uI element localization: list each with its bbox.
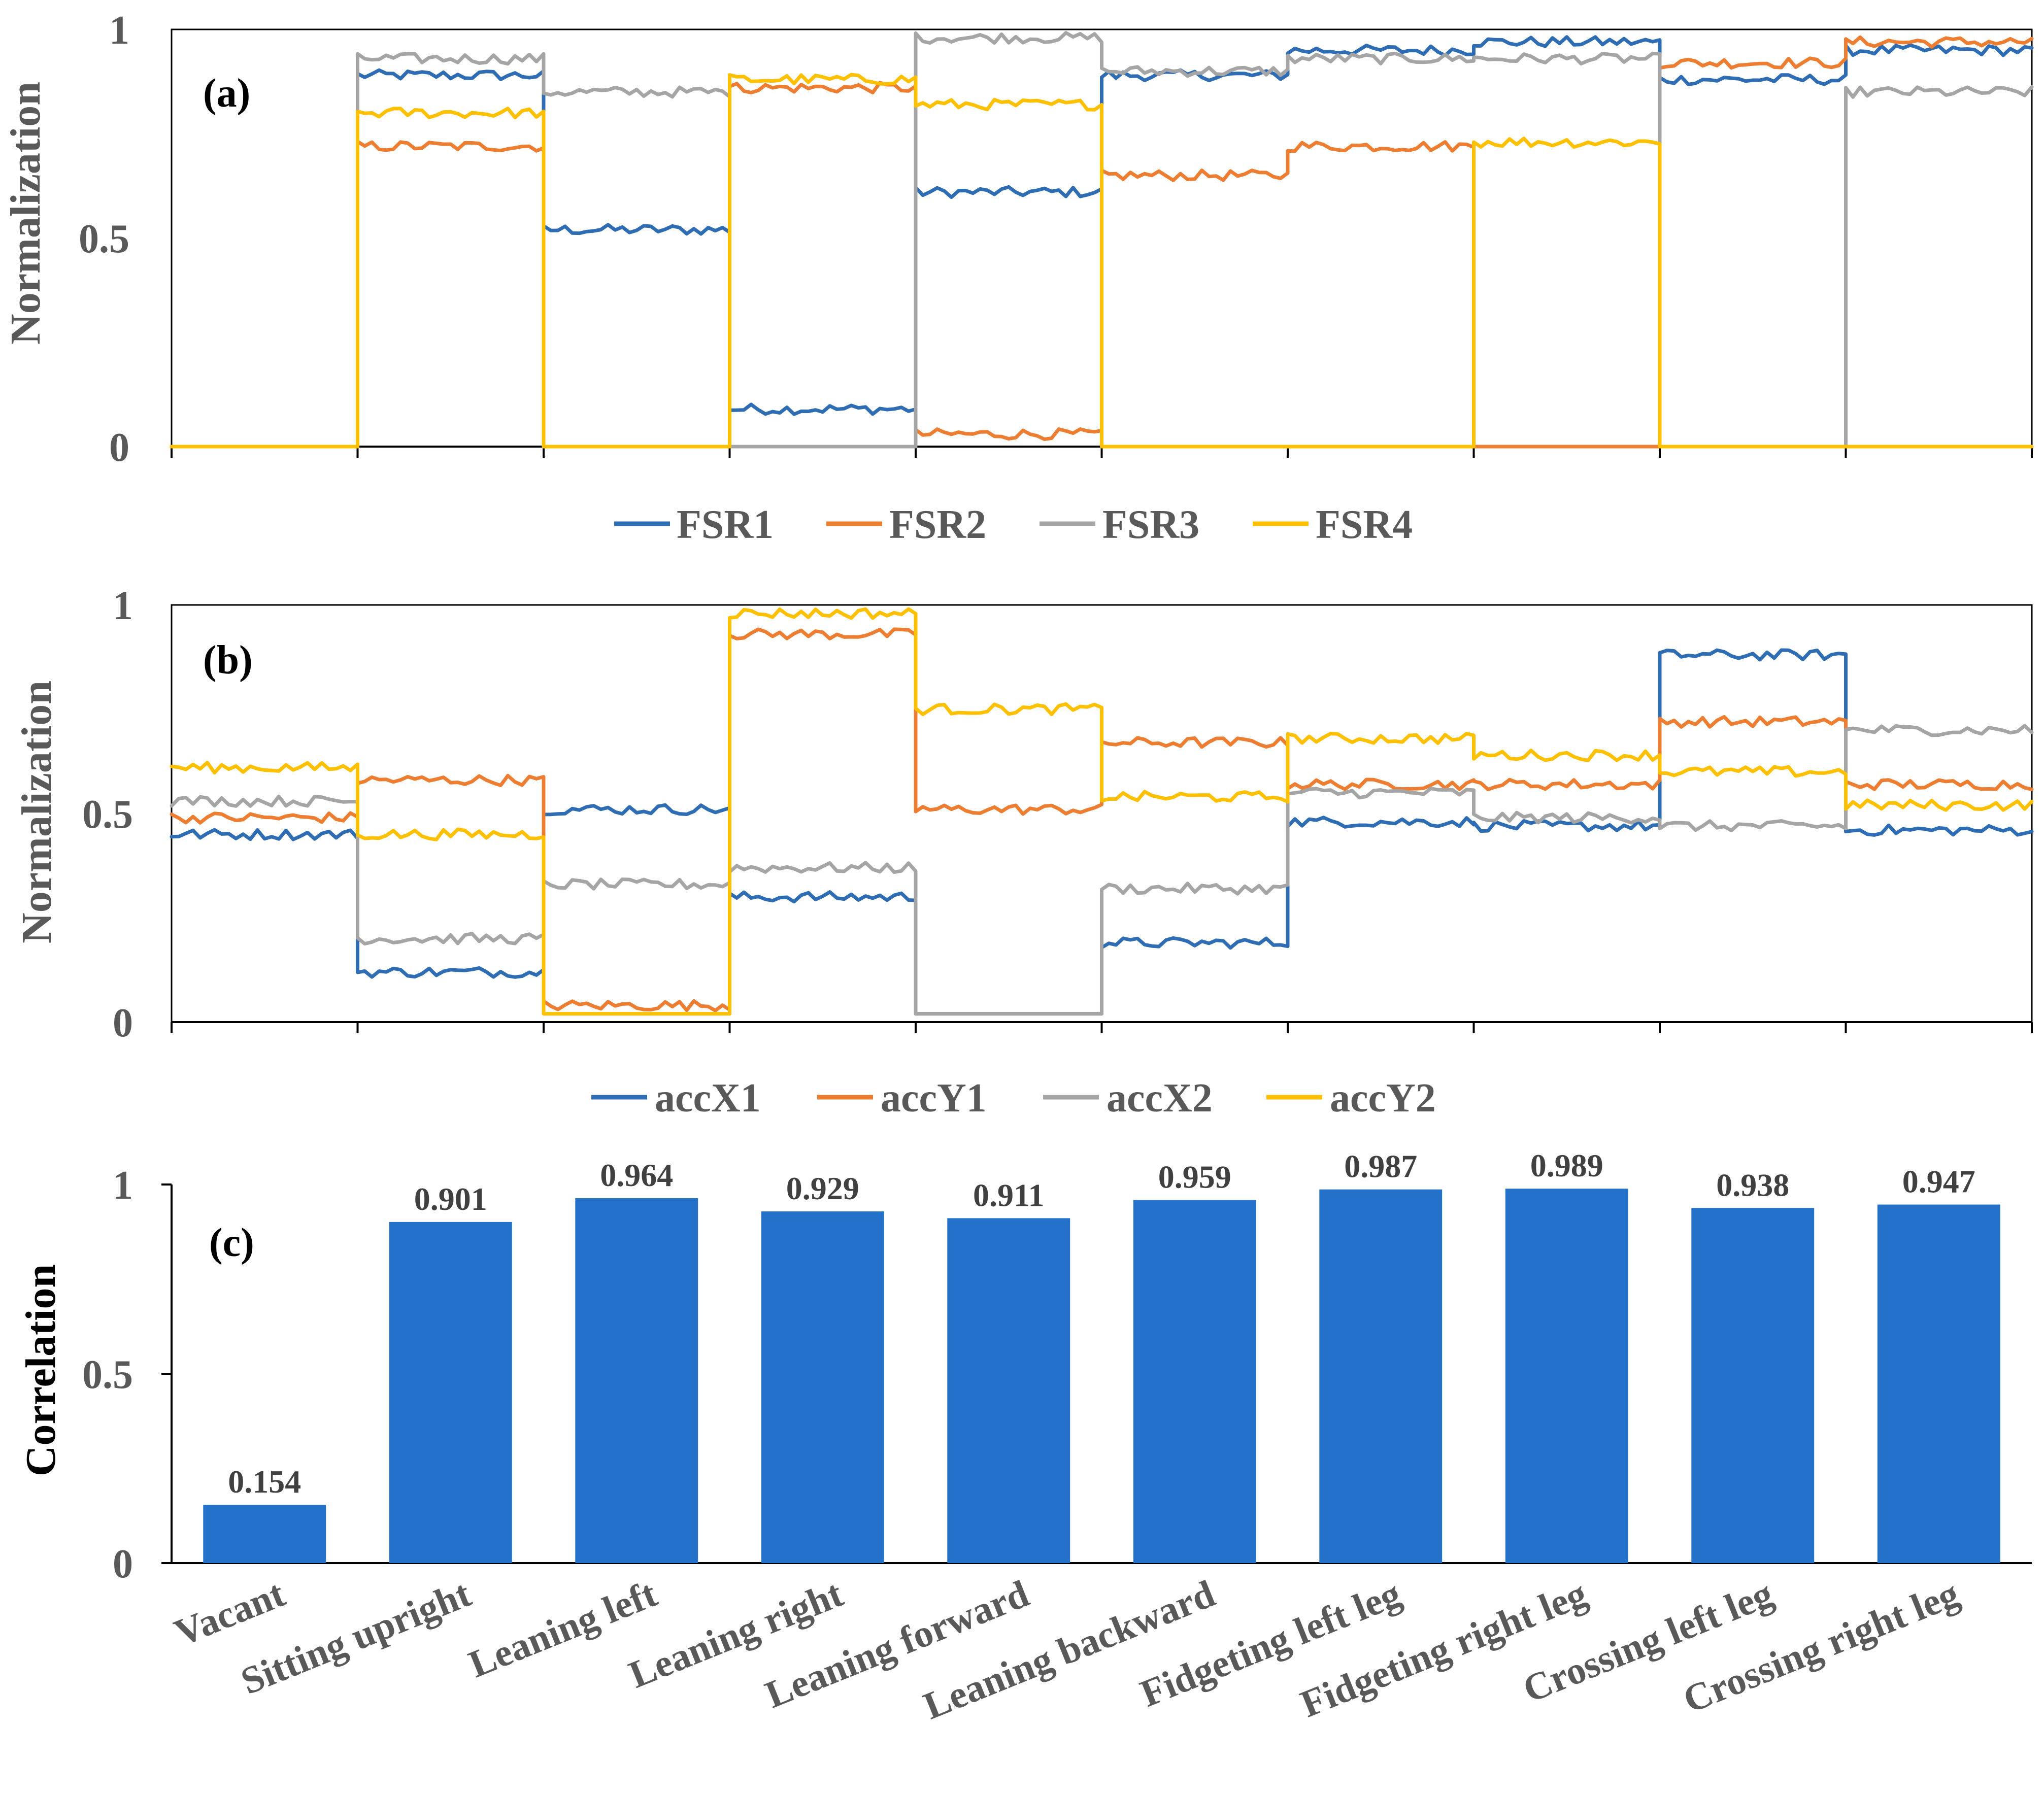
panel-a-series-fsr4 (170, 73, 2034, 449)
panel-c-label: (c) (209, 1221, 254, 1265)
legend-accx1-label: accX1 (655, 1076, 761, 1121)
bar-value-label: 0.959 (1158, 1159, 1231, 1195)
bar-fidgeting-left-leg (1319, 1189, 1443, 1563)
legend-accx2-label: accX2 (1107, 1076, 1213, 1121)
bar-value-label: 0.989 (1530, 1147, 1603, 1183)
bar-value-label: 0.911 (973, 1177, 1044, 1213)
bar-sitting-upright (389, 1222, 512, 1563)
category-label: Vacant (169, 1572, 290, 1654)
panel-a-legend: FSR1 FSR2 FSR3 FSR4 (614, 502, 1413, 547)
panel-a-y-axis-label: Normalization (2, 82, 49, 345)
legend-fsr4-label: FSR4 (1316, 502, 1413, 547)
panel-b-legend: accX1 accY1 accX2 accY2 (591, 1076, 1436, 1121)
panel-b-x-ticks (171, 1022, 2033, 1033)
panel-b-label: (b) (203, 638, 253, 683)
panel-b-series-accy2 (170, 607, 2034, 1016)
panel-b-y-axis-label: Normalization (13, 681, 60, 943)
bar-value-label: 0.929 (786, 1170, 859, 1206)
panel-a-ytick-label-0.5: 0.5 (79, 217, 129, 261)
panel-a-x-ticks (171, 447, 2033, 458)
legend-accy2-label: accY2 (1330, 1076, 1436, 1121)
bar-leaning-forward (947, 1218, 1070, 1563)
bar-leaning-backward (1133, 1200, 1256, 1563)
legend-fsr2-label: FSR2 (889, 502, 986, 547)
panel-a-ytick-label-0: 0 (109, 425, 129, 470)
panel-b-line-chart: 1 0.5 0 Normalization (b) accX1 accY1 ac… (13, 584, 2034, 1121)
panel-b-ytick-label-0: 0 (113, 1001, 133, 1045)
panel-c-y-axis-label: Correlation (17, 1264, 64, 1476)
panel-b-ytick-label-0.5: 0.5 (82, 792, 133, 837)
legend-fsr1-label: FSR1 (677, 502, 774, 547)
panel-c-ytick-label-0.5: 0.5 (82, 1352, 133, 1397)
bar-value-label: 0.938 (1716, 1167, 1789, 1203)
bar-leaning-right (761, 1211, 884, 1563)
bar-leaning-left (575, 1198, 698, 1563)
bar-value-label: 0.964 (600, 1157, 673, 1193)
panel-a-ytick-label-1: 1 (109, 8, 129, 53)
bar-value-label: 0.901 (414, 1181, 487, 1217)
bar-value-label: 0.987 (1344, 1148, 1417, 1184)
panel-a-line-chart: 1 0.5 0 Normalization (a) FSR1 FSR2 FSR3… (2, 8, 2034, 547)
panel-c-ytick-label-0: 0 (113, 1542, 133, 1586)
legend-accy1-label: accY1 (881, 1076, 987, 1121)
panel-b-ytick-label-1: 1 (113, 584, 133, 628)
bar-crossing-left-leg (1691, 1208, 1815, 1563)
panel-b-series-accx2 (170, 724, 2034, 1016)
panel-a-series-lines (170, 31, 2034, 449)
panel-b-series-lines (170, 607, 2034, 1016)
bar-value-label: 0.947 (1902, 1164, 1975, 1200)
bar-value-label: 0.154 (228, 1464, 301, 1500)
bar-fidgeting-right-leg (1505, 1189, 1628, 1563)
panel-a-label: (a) (203, 71, 250, 116)
bar-crossing-right-leg (1877, 1204, 2000, 1563)
bar-vacant (203, 1505, 326, 1563)
panel-c-ytick-label-1: 1 (113, 1163, 133, 1208)
legend-fsr3-label: FSR3 (1102, 502, 1199, 547)
panel-c-bars: 0.154 0.901 0.964 0.929 0.911 0.959 0.987 0.989… (203, 1147, 2000, 1563)
